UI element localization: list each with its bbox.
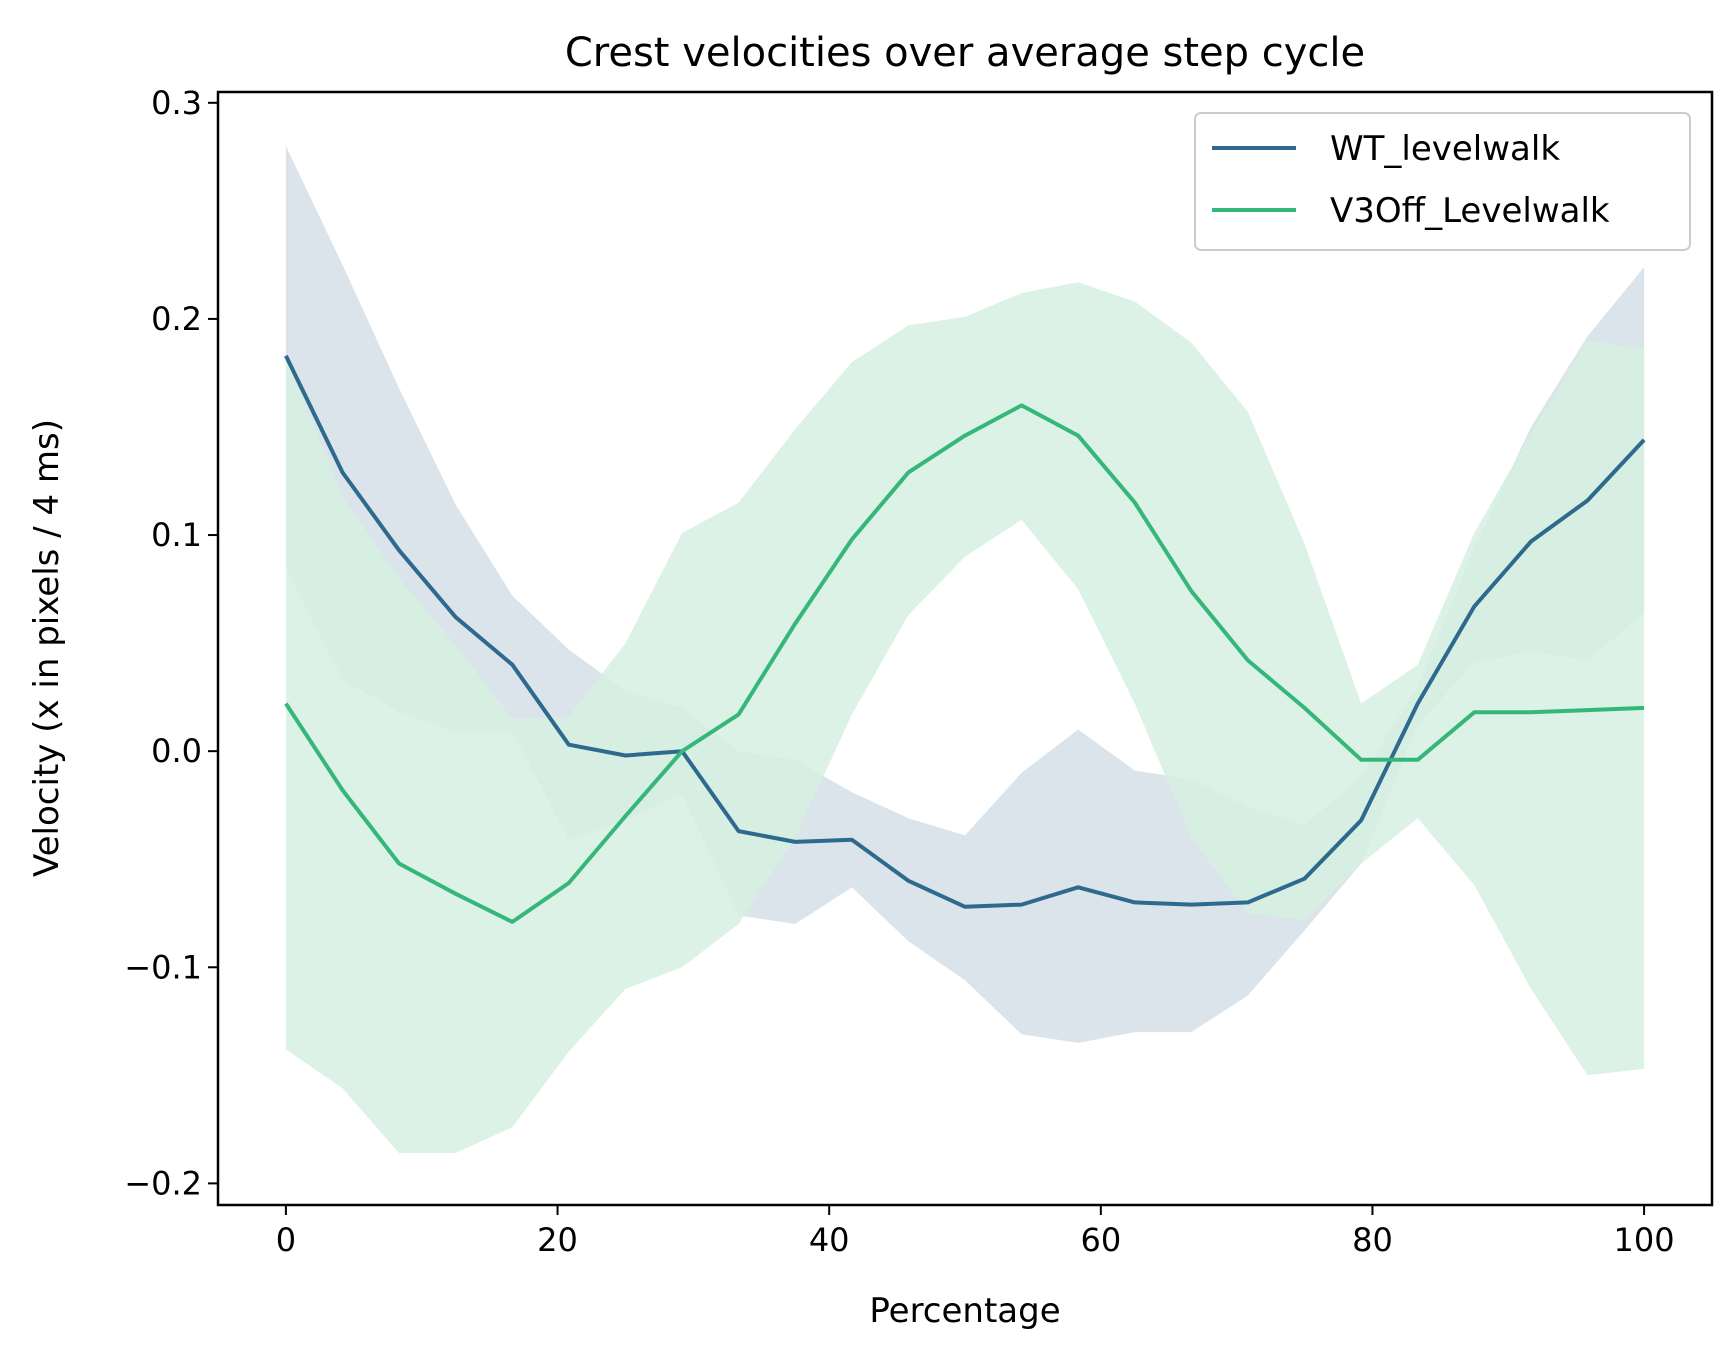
y-tick-label: 0.3 <box>151 84 202 122</box>
legend-label-v3off-levelwalk: V3Off_Levelwalk <box>1330 191 1610 231</box>
legend-label-wt-levelwalk: WT_levelwalk <box>1330 129 1560 169</box>
x-tick-label: 80 <box>1352 1221 1393 1259</box>
y-axis-label: Velocity (x in pixels / 4 ms) <box>27 419 67 877</box>
x-tick-label: 0 <box>276 1221 296 1259</box>
legend-box <box>1194 112 1691 251</box>
x-tick-label: 100 <box>1614 1221 1675 1259</box>
band-v3off-levelwalk <box>285 282 1645 1154</box>
y-tick-label: 0.2 <box>151 300 202 338</box>
x-tick-label: 60 <box>1080 1221 1121 1259</box>
y-tick-label: −0.1 <box>124 948 202 986</box>
y-tick-label: 0.0 <box>151 732 202 770</box>
series-line-v3off-levelwalk <box>284 403 1645 924</box>
x-tick-label: 40 <box>809 1221 850 1259</box>
plot-frame <box>216 90 1714 1207</box>
x-tick-label: 20 <box>537 1221 578 1259</box>
chart-title: Crest velocities over average step cycle <box>565 30 1365 76</box>
legend: WT_levelwalk V3Off_Levelwalk <box>1194 112 1691 251</box>
y-tick-label: −0.2 <box>124 1164 202 1202</box>
series-line-wt-levelwalk <box>284 354 1646 909</box>
y-tick-label: 0.1 <box>151 516 202 554</box>
x-axis-label: Percentage <box>869 1291 1060 1331</box>
